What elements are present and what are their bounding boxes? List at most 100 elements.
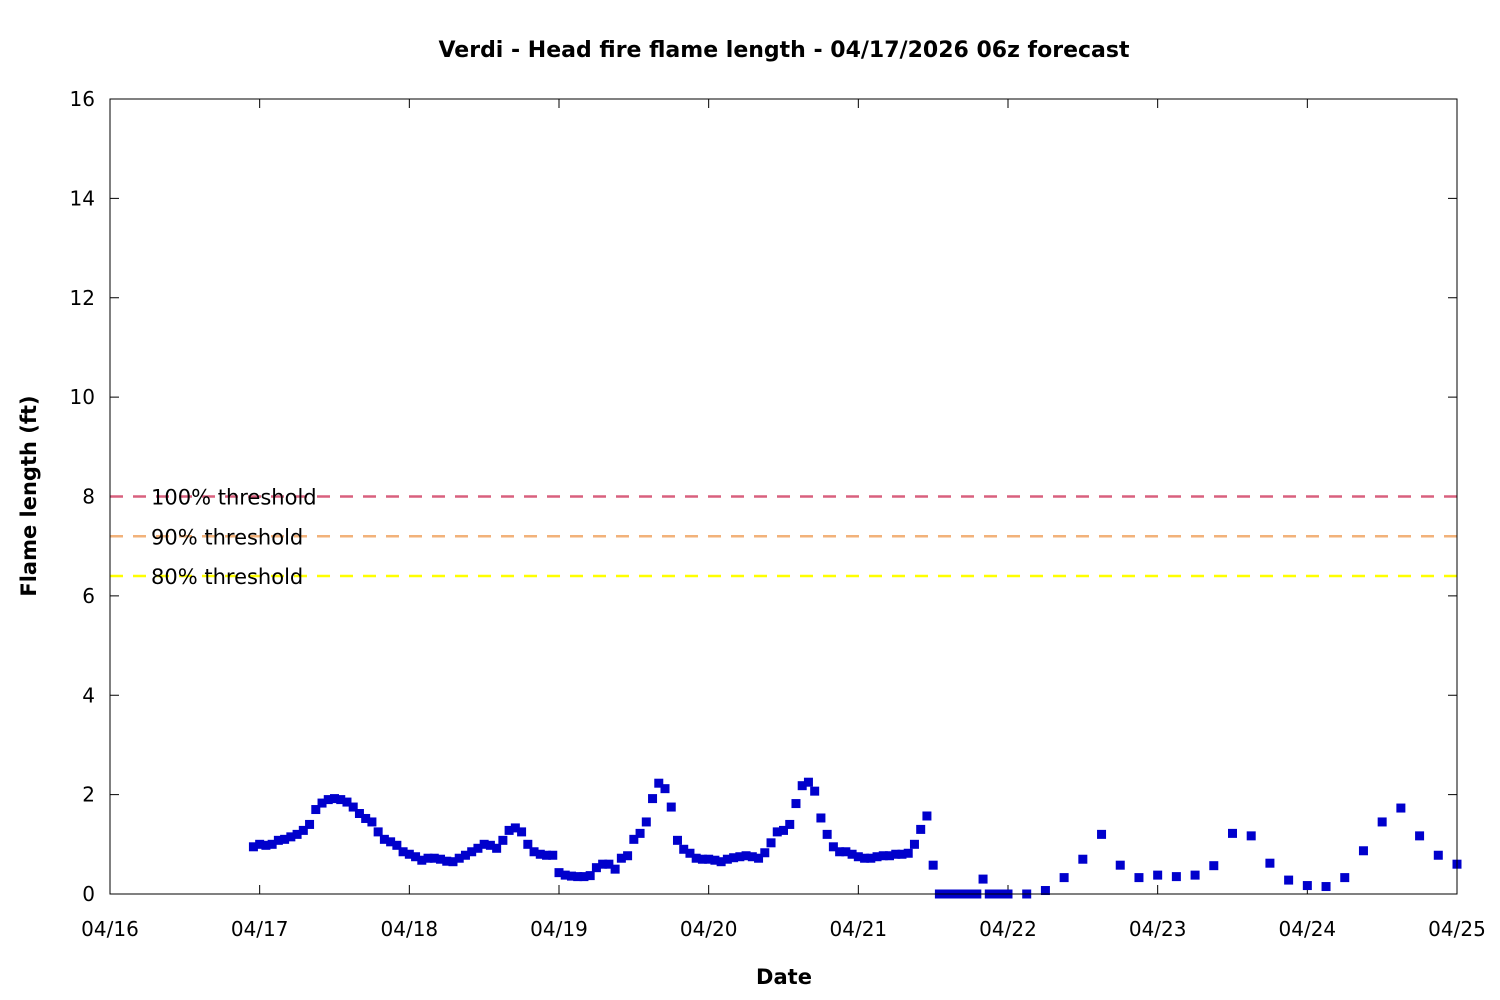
data-point [579, 872, 589, 882]
data-point [404, 849, 414, 859]
x-tick-label: 04/17 [231, 917, 289, 941]
x-tick-label: 04/18 [381, 917, 439, 941]
x-tick-label: 04/24 [1279, 917, 1337, 941]
data-point [298, 825, 308, 835]
data-point [747, 852, 757, 862]
data-point [354, 809, 364, 819]
data-point [1396, 803, 1406, 813]
data-point [760, 848, 770, 858]
data-point [417, 855, 427, 865]
data-point [654, 778, 664, 788]
data-point [629, 834, 639, 844]
data-point [660, 784, 670, 794]
chart-title: Verdi - Head fire flame length - 04/17/2… [438, 38, 1130, 63]
data-point [741, 851, 751, 861]
data-point [1153, 870, 1163, 880]
data-point [267, 839, 277, 849]
data-point [566, 871, 576, 881]
data-point [423, 853, 433, 863]
data-point [292, 829, 302, 839]
data-point [336, 795, 346, 805]
data-point [1171, 872, 1181, 882]
y-axis-title: Flame length (ft) [17, 395, 41, 596]
data-point [598, 859, 608, 869]
data-point [554, 868, 564, 878]
data-point [510, 823, 520, 833]
data-point [442, 856, 452, 866]
data-point [498, 835, 508, 845]
data-point [386, 837, 396, 847]
data-point [529, 847, 539, 857]
data-point [436, 854, 446, 864]
data-point [1415, 831, 1425, 841]
data-point [872, 852, 882, 862]
threshold-label: 100% threshold [151, 486, 317, 510]
data-point [485, 840, 495, 850]
data-point [286, 832, 296, 842]
data-point [885, 851, 895, 861]
data-point [710, 855, 720, 865]
x-tick-label: 04/23 [1129, 917, 1187, 941]
y-tick-label: 2 [82, 783, 95, 807]
y-tick-label: 4 [82, 683, 95, 707]
data-point [523, 839, 533, 849]
y-tick-label: 0 [82, 882, 95, 906]
x-tick-label: 04/19 [530, 917, 588, 941]
y-tick-label: 16 [70, 87, 95, 111]
data-point [672, 835, 682, 845]
data-point [922, 811, 932, 821]
data-point [1358, 846, 1368, 856]
data-point [1228, 828, 1237, 838]
data-point [348, 802, 358, 812]
data-point [330, 794, 339, 804]
data-point [342, 797, 352, 807]
data-point [928, 860, 938, 870]
data-point [1246, 831, 1256, 841]
data-point [1377, 817, 1387, 827]
data-point [454, 853, 464, 863]
data-point [1115, 860, 1125, 870]
data-point [766, 838, 776, 848]
data-point [679, 844, 689, 854]
data-point [429, 853, 439, 863]
data-point [1190, 870, 1200, 880]
data-point [535, 849, 545, 859]
data-point [261, 840, 271, 850]
data-point [392, 840, 402, 850]
data-point [641, 817, 651, 827]
threshold-lines: 100% threshold 90% threshold 80% threshold [110, 486, 1457, 589]
data-point [323, 795, 333, 805]
data-point [448, 857, 458, 867]
threshold-label: 80% threshold [151, 565, 303, 589]
data-point [1302, 881, 1312, 891]
data-point [1040, 886, 1050, 896]
data-point [903, 848, 913, 858]
y-tick-label: 14 [70, 186, 95, 210]
data-point [866, 853, 876, 863]
data-point [305, 819, 315, 829]
data-point [916, 824, 926, 834]
data-point [704, 854, 714, 864]
data-point [909, 839, 919, 849]
data-point [1433, 850, 1443, 860]
x-axis-title: Date [756, 965, 812, 989]
y-tick-label: 6 [82, 584, 95, 608]
data-point [317, 798, 327, 808]
data-point [548, 850, 558, 860]
data-point [255, 839, 265, 849]
data-point [822, 829, 832, 839]
data-point [492, 843, 502, 853]
data-point [810, 786, 820, 796]
data-point [473, 843, 483, 853]
data-point [604, 859, 614, 869]
data-point [616, 853, 626, 863]
data-point [1321, 882, 1331, 892]
x-tick-label: 04/21 [830, 917, 888, 941]
data-point [1059, 873, 1069, 883]
data-point [828, 842, 838, 852]
data-point [411, 852, 421, 862]
data-point [1209, 861, 1219, 871]
data-point [691, 853, 701, 863]
x-tick-label: 04/25 [1428, 917, 1486, 941]
